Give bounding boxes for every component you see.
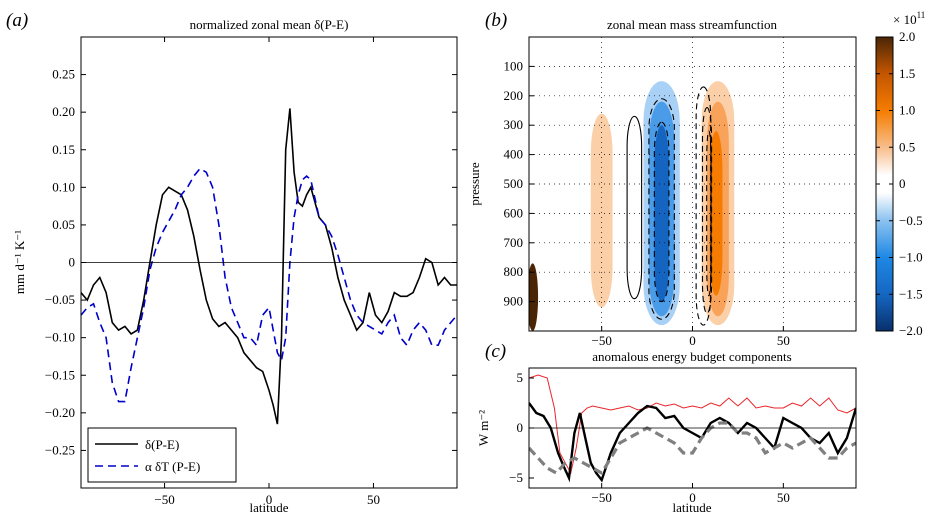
panel-c-frame [528,367,857,489]
legend-label-1: α δT (P-E) [145,459,200,474]
panel-a-ylabel: mm d⁻¹ K⁻¹ [12,230,27,294]
panel-a-ytick-label: 0.25 [52,67,75,82]
panel-label-b: (b) [485,10,507,31]
panel-b-ytick-label: 100 [504,58,524,73]
legend-label-0: δ(P-E) [145,437,179,452]
panel-c-xtick-label: 0 [689,490,696,505]
colorbar-tick-label: −2.0 [899,323,923,338]
panel-a-ytick-label: −0.25 [45,442,75,457]
panel-c-chart: anomalous energy budget components −505−… [476,349,857,515]
streamfunction-contour-2 [653,121,670,303]
colorbar-exponent-label: × 1011 [893,10,925,27]
colorbar-tick-label: 2.0 [899,29,915,44]
streamfunction-region-antarctic-terrain [529,263,539,331]
panel-label-a: (a) [6,10,28,31]
panel-a-frame [80,36,458,489]
panel-c-series-0 [529,374,856,475]
panel-a-legend: δ(P-E) α δT (P-E) [87,427,237,483]
panel-b-ytick-label: 600 [504,205,524,220]
streamfunction-contour-0 [626,115,643,300]
streamfunction-region-hadley-south-neg-core [654,125,669,302]
panel-c-ylabel: W m⁻² [476,410,491,446]
panel-a-ytick-label: 0 [69,255,76,270]
colorbar-tick-label: 0.5 [899,139,915,154]
panel-c-ytick-label: 5 [517,370,524,385]
panel-c-xtick-label: −50 [591,490,611,505]
panel-a-chart: normalized zonal mean δ(P-E) −0.25 −0.20 −… [12,17,458,515]
panel-a-xtick-label: −50 [154,492,174,507]
panel-a-xtick-label: 0 [266,492,273,507]
panel-a-series-1 [81,167,457,403]
panel-b-ytick-label: 400 [504,147,524,162]
colorbar: 2.0 1.5 1.0 0.5 0 −0.5 −1.0 −1.5 −2.0 × 1011 [875,10,925,338]
panel-b-xtick-label: 0 [689,333,696,348]
panel-a-ytick-label: 0.05 [52,217,75,232]
panel-c-xlabel: latitude [673,500,712,515]
panel-b-ytick-label: 700 [504,235,524,250]
colorbar-tick-label: −1.5 [899,286,923,301]
panel-label-c: (c) [485,341,506,362]
panel-a-ytick-label: −0.05 [45,292,75,307]
streamfunction-region-south-midlat-positive [590,113,613,308]
colorbar-tick-label: 0 [899,176,906,191]
panel-b-chart: zonal mean mass streamfunction 100 200 300… [467,10,925,348]
panel-c-series-1 [529,402,856,483]
panel-a-ytick-label: 0.15 [52,142,75,157]
panel-b-ytick-label: 800 [504,264,524,279]
panel-a-series-0 [81,108,457,425]
panel-a-title: normalized zonal mean δ(P-E) [190,17,349,32]
panel-b-ytick-label: 900 [504,294,524,309]
streamfunction-region-hadley-north-pos-core [709,131,723,296]
panel-b-ytick-label: 300 [504,117,524,132]
panel-c-series-2 [529,421,856,476]
panel-b-ylabel: pressure [467,162,482,206]
colorbar-tick-label: −0.5 [899,213,923,228]
panel-c-ytick-label: −5 [509,470,523,485]
colorbar-tick-label: −1.0 [899,250,923,265]
panel-a-ytick-label: −0.10 [45,330,75,345]
colorbar-tick-label: 1.5 [899,66,915,81]
panel-b-title: zonal mean mass streamfunction [607,17,778,32]
panel-a-ytick-label: 0.10 [52,179,75,194]
panel-c-xtick-label: 50 [777,490,790,505]
streamfunction-contour-4 [701,107,713,314]
panel-c-ytick-label: 0 [517,420,524,435]
streamfunction-contour-1 [648,98,675,320]
panel-b-ytick-label: 200 [504,88,524,103]
panel-a-xtick-label: 50 [367,492,380,507]
panel-b-frame [528,36,857,332]
panel-a-xlabel: latitude [250,500,289,515]
panel-b-xtick-label: 50 [777,333,790,348]
panel-b-ytick-label: 500 [504,176,524,191]
panel-a-ytick-label: 0.20 [52,104,75,119]
panel-b-xtick-label: −50 [591,333,611,348]
panel-a-ytick-label: −0.15 [45,367,75,382]
colorbar-tick-label: 1.0 [899,103,915,118]
panel-a-ytick-label: −0.20 [45,405,75,420]
legend-box [87,427,237,483]
panel-c-title: anomalous energy budget components [592,349,791,364]
streamfunction-contour-5 [706,130,712,297]
